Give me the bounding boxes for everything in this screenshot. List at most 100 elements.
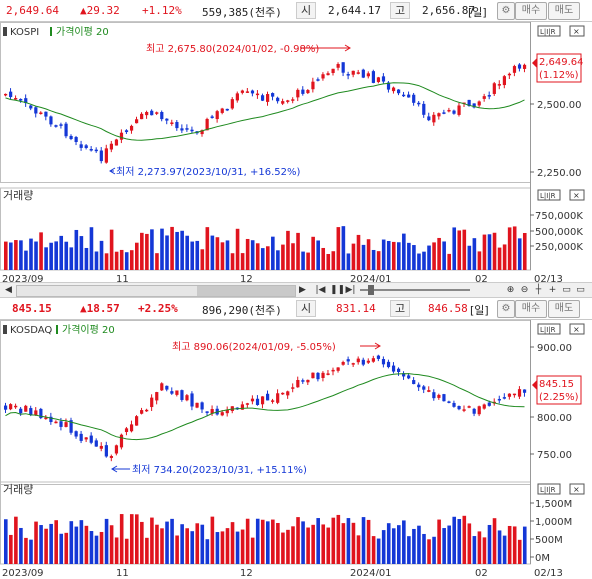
candle-down	[452, 402, 456, 407]
first-page-icon[interactable]: |◀	[315, 285, 326, 295]
last-price-pointer-icon	[532, 380, 537, 390]
last-price-pct-label: (2.25%)	[539, 392, 579, 403]
zoom-slider-handle[interactable]	[368, 285, 374, 295]
candle-down	[74, 431, 78, 437]
kospi-sell-button[interactable]: 매도	[548, 2, 580, 20]
candle-up	[129, 125, 134, 131]
candle-up	[185, 395, 189, 401]
candle-up	[356, 358, 360, 363]
volume-bar-up	[230, 522, 235, 564]
volume-bar-down	[376, 538, 381, 564]
kospi-chart[interactable]: KOSPI 가격이평 20 L|I|R × L|I|R × 2,500.00 2,250.00…	[0, 22, 592, 285]
candle-up	[160, 383, 164, 391]
zoom-slider[interactable]	[360, 285, 470, 295]
volume-bar-up	[492, 518, 497, 564]
lir-box-top-close-icon[interactable]	[569, 25, 585, 37]
scrollbar-track[interactable]	[16, 285, 296, 297]
volume-bar-up	[276, 523, 280, 564]
add-icon[interactable]: +	[548, 285, 557, 295]
kosdaq-chart[interactable]: KOSDAQ 가격이평 20 L|I|R × L|I|R × 900.00 800.00 750…	[0, 320, 592, 579]
lir-box-top-label: L|I|R	[540, 28, 556, 36]
kosdaq-change-pct: +2.25%	[138, 302, 178, 315]
candle-down	[79, 433, 83, 441]
volume-bar-down	[250, 240, 255, 270]
volume-bar-up	[245, 238, 250, 270]
candle-up	[351, 363, 355, 365]
kosdaq-sell-button[interactable]: 매도	[548, 300, 580, 318]
candle-up	[155, 392, 159, 401]
kosdaq-settings-button[interactable]: ⚙	[497, 300, 515, 318]
candle-down	[39, 408, 43, 419]
vol-tick-label: 0M	[535, 553, 550, 564]
kosdaq-buy-button[interactable]: 매수	[515, 300, 547, 318]
kospi-chart-svg[interactable]: KOSPI 가격이평 20 L|I|R × L|I|R × 2,500.00 2,250.00…	[0, 22, 592, 285]
window-alt-icon[interactable]: ▭	[576, 285, 585, 295]
window-icon[interactable]: ▭	[562, 285, 571, 295]
crosshair-icon[interactable]: ┼	[535, 285, 542, 295]
scroll-right-icon[interactable]: ▶	[299, 285, 306, 295]
kospi-settings-button[interactable]: ⚙	[497, 2, 515, 20]
volume-bar-down	[427, 245, 431, 270]
lir-box-top[interactable]	[537, 323, 561, 335]
candle-down	[255, 398, 260, 406]
candle-up	[175, 390, 179, 395]
volume-bar-down	[301, 521, 305, 564]
volume-bar-up	[155, 524, 159, 564]
volume-bar-down	[487, 524, 492, 564]
candle-up	[437, 394, 441, 398]
lir-box-vol-close-icon[interactable]	[569, 189, 585, 201]
volume-bar-down	[74, 526, 79, 564]
x-axis-label: 02	[475, 274, 488, 282]
candle-up	[225, 409, 229, 414]
volume-bar-down	[170, 518, 174, 564]
volume-bar-down	[316, 518, 320, 564]
lir-box-vol-close-icon[interactable]	[569, 483, 585, 495]
candle-down	[69, 420, 73, 433]
candle-down	[175, 122, 179, 129]
volume-bar-up	[150, 517, 154, 564]
volume-bar-up	[371, 536, 376, 564]
lir-box-top[interactable]	[537, 25, 561, 37]
volume-bar-down	[260, 248, 265, 270]
candle-up	[351, 70, 355, 75]
candle-down	[84, 145, 88, 149]
volume-bar-up	[155, 253, 159, 270]
candle-down	[522, 389, 527, 393]
scroll-left-icon[interactable]: ◀	[5, 285, 12, 295]
lir-box-vol[interactable]	[537, 189, 561, 201]
candle-up	[512, 66, 517, 73]
candle-up	[291, 387, 295, 389]
volume-bar-up	[271, 519, 275, 564]
candle-up	[462, 409, 466, 411]
kospi-high: 2,656.87	[422, 4, 475, 17]
last-page-icon[interactable]: ▶|	[345, 285, 356, 295]
candle-up	[240, 404, 245, 410]
volume-bar-down	[165, 235, 169, 270]
candle-down	[422, 103, 426, 115]
candle-down	[442, 112, 446, 114]
volume-bar-up	[109, 525, 114, 564]
low-annotation: 최저 734.20(2023/10/31, +15.11%)	[132, 464, 307, 476]
candle-up	[109, 456, 114, 458]
chart-scroll-toolbar: ◀ ▶ |◀ ❚❚ ▶| ⊕ ⊖ ┼ + ▭ ▭	[0, 282, 592, 298]
x-axis-label: 12	[240, 568, 253, 576]
volume-bar-up	[427, 539, 431, 564]
volume-bar-down	[69, 247, 74, 270]
kospi-buy-button[interactable]: 매수	[515, 2, 547, 20]
scrollbar-thumb[interactable]	[197, 286, 295, 296]
candle-up	[135, 416, 139, 426]
candle-up	[427, 390, 431, 392]
candle-down	[467, 99, 471, 107]
volume-bar-up	[366, 239, 371, 270]
candle-down	[165, 118, 169, 121]
lir-box-vol[interactable]	[537, 483, 561, 495]
kosdaq-chart-svg[interactable]: KOSDAQ 가격이평 20 L|I|R ×L|I|R ×900.00800.00750…	[0, 320, 592, 579]
kosdaq-period[interactable]: [일]	[470, 304, 489, 317]
zoom-in-icon[interactable]: ⊕	[506, 285, 515, 295]
kospi-period[interactable]: [일]	[468, 6, 487, 19]
zoom-out-icon[interactable]: ⊖	[520, 285, 529, 295]
candle-down	[497, 398, 501, 401]
pause-icon[interactable]: ❚❚	[330, 285, 346, 295]
kospi-change: ▲29.32	[80, 4, 120, 17]
lir-box-top-close-icon[interactable]	[569, 323, 585, 335]
